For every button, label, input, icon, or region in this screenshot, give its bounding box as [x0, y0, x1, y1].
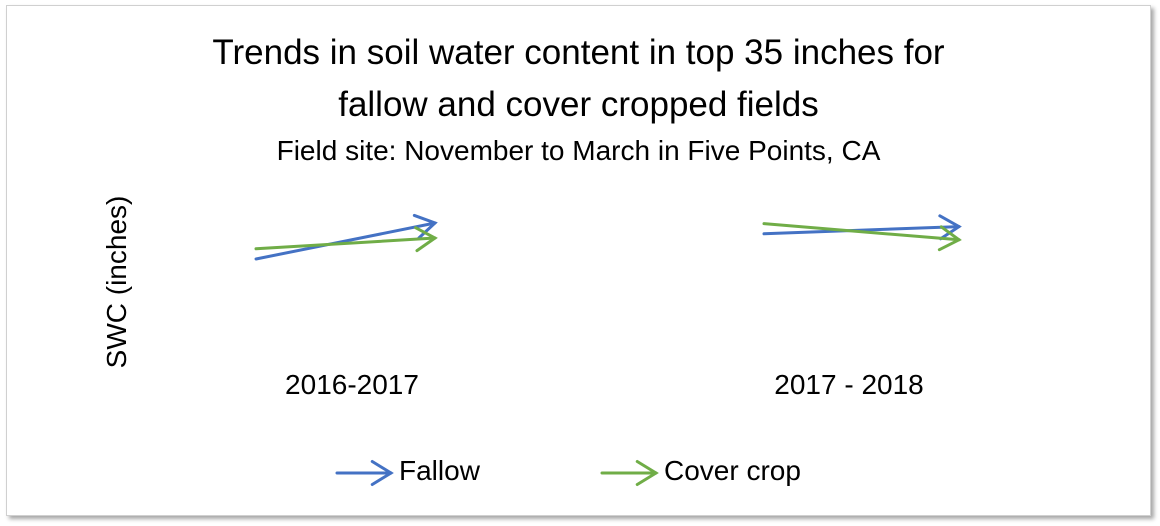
legend-label-fallow: Fallow — [399, 455, 480, 486]
chart-title-line-1: Trends in soil water content in top 35 i… — [212, 33, 945, 72]
trend-arrow-fallow-1 — [254, 213, 438, 261]
chart-title-line-2: fallow and cover cropped fields — [338, 85, 819, 124]
chart-subtitle: Field site: November to March in Five Po… — [276, 135, 881, 166]
trend-arrow-cover-crop-1 — [254, 226, 438, 253]
plot-area — [254, 213, 962, 486]
category-label-2016-2017: 2016-2017 — [285, 369, 419, 400]
legend-label-cover-crop: Cover crop — [664, 455, 801, 486]
legend-arrow-fallow — [335, 460, 394, 486]
chart-frame: Trends in soil water content in top 35 i… — [6, 5, 1151, 516]
trend-arrow-cover-crop-2 — [762, 222, 962, 252]
legend-arrow-cover-crop — [600, 460, 659, 486]
category-label-2017-2018: 2017 - 2018 — [774, 369, 924, 400]
